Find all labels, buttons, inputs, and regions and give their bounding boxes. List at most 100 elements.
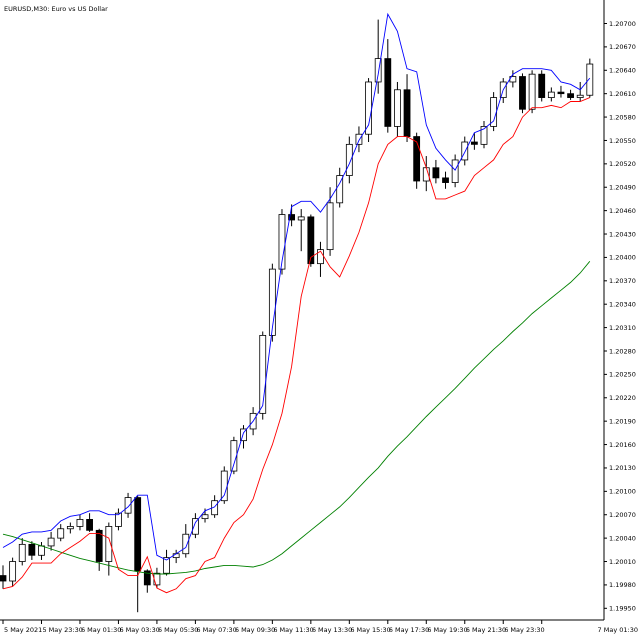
- candle-body-bull: [547, 91, 555, 98]
- candle-body-bull: [124, 497, 132, 514]
- price-tick-label: 1.20220: [609, 394, 636, 402]
- candle: [76, 514, 84, 531]
- candle-body-bull: [153, 572, 161, 586]
- candle: [9, 557, 17, 587]
- price-tick-label: 1.20250: [609, 371, 636, 379]
- candle: [432, 159, 440, 184]
- candle: [586, 58, 594, 98]
- candle-body-bull: [374, 58, 382, 83]
- candle: [519, 73, 526, 114]
- indicator-lines-layer: [2, 12, 591, 594]
- price-tick-label: 1.20130: [609, 464, 636, 472]
- candle: [240, 425, 247, 449]
- candle: [451, 154, 459, 188]
- price-tick-label: 1.20400: [609, 254, 636, 262]
- candle: [191, 513, 199, 539]
- candle-body-bull: [191, 518, 199, 535]
- time-tick-label: 6 May 07:30: [196, 626, 236, 634]
- candle-body-bull: [182, 533, 190, 555]
- candle: [490, 92, 498, 132]
- chart-title: EURUSD,M30: Euro vs US Dollar: [4, 5, 108, 13]
- candle: [528, 70, 536, 114]
- candle-body-bull: [326, 202, 334, 251]
- candle-body-bull: [76, 519, 84, 527]
- candle-body-bull: [259, 334, 267, 414]
- candle-body-bull: [163, 557, 170, 574]
- candle: [461, 136, 469, 166]
- candle: [394, 81, 401, 137]
- time-tick-label: 6 May 01:30: [81, 626, 121, 634]
- candle-body-bull: [451, 159, 459, 183]
- candle-body-bull: [38, 545, 45, 556]
- candle: [95, 528, 103, 571]
- price-tick-label: 1.20310: [609, 324, 636, 332]
- candle-body-bear: [567, 93, 574, 98]
- price-tick-label: 1.20700: [609, 20, 636, 28]
- candle: [567, 89, 574, 100]
- candle: [538, 70, 546, 102]
- candle-body-bull: [220, 470, 228, 502]
- candle-body-bear: [288, 214, 296, 221]
- candle: [163, 549, 170, 576]
- candle: [18, 538, 26, 566]
- candle: [182, 524, 190, 558]
- candle-body-bull: [586, 63, 594, 96]
- candle-body-bear: [86, 519, 93, 531]
- time-tick-label: 6 May 19:30: [427, 626, 467, 634]
- candle-body-bear: [557, 91, 565, 95]
- candle-body-bull: [528, 73, 536, 110]
- time-tick-label: 6 May 23:30: [504, 626, 544, 634]
- candle-body-bear: [403, 89, 411, 137]
- candle: [86, 513, 93, 532]
- candle-body-bull: [201, 514, 209, 520]
- candle: [336, 167, 344, 208]
- time-tick-label: 6 May 15:30: [350, 626, 390, 634]
- candle: [28, 541, 36, 560]
- candles-layer: [0, 19, 594, 613]
- candle-body-bear: [143, 570, 151, 586]
- price-tick-label: 1.20040: [609, 534, 636, 542]
- candle-body-bull: [172, 553, 180, 559]
- candle-body-bull: [336, 175, 344, 204]
- time-tick-label: 6 May 21:30: [466, 626, 506, 634]
- time-tick-label: 6 May 05:30: [158, 626, 198, 634]
- candle-body-bear: [95, 529, 103, 562]
- price-tick-label: 1.20100: [609, 488, 636, 496]
- candle-body-bull: [297, 216, 305, 221]
- candle-body-bear: [384, 58, 392, 127]
- candle-body-bull: [18, 543, 26, 562]
- candle-body-bull: [355, 133, 363, 145]
- candle-body-bear: [519, 76, 526, 110]
- candle-body-bull: [9, 561, 17, 582]
- price-tick-label: 1.19950: [609, 605, 636, 613]
- price-tick-label: 1.20490: [609, 184, 636, 192]
- time-tick-label: 6 May 13:30: [312, 626, 352, 634]
- candle-body-bull: [490, 97, 498, 127]
- candle-body-bear: [307, 216, 315, 265]
- candle-body-bull: [461, 141, 469, 161]
- red-envelope-line: [2, 97, 590, 594]
- candle-body-bear: [0, 575, 7, 582]
- price-tick-label: 1.20160: [609, 441, 636, 449]
- candle-body-bull: [240, 428, 247, 442]
- candle-body-bull: [105, 526, 113, 562]
- candle-body-bull: [394, 89, 401, 127]
- candle-body-bull: [345, 143, 353, 176]
- price-tick-label: 1.20520: [609, 160, 636, 168]
- candle: [124, 492, 132, 518]
- time-tick-label: 5 May 2021: [4, 626, 42, 634]
- green-moving-average-line: [2, 261, 591, 575]
- time-tick-label: 6 May 03:30: [119, 626, 159, 634]
- time-tick-label: 7 May 01:30: [598, 626, 638, 634]
- candle: [442, 171, 449, 189]
- candle: [547, 87, 555, 102]
- candle-body-bull: [66, 526, 74, 530]
- price-tick-label: 1.20430: [609, 230, 636, 238]
- candle: [576, 81, 584, 102]
- price-tick-label: 1.20190: [609, 417, 636, 425]
- price-tick-label: 1.20580: [609, 113, 636, 121]
- candle: [470, 132, 478, 150]
